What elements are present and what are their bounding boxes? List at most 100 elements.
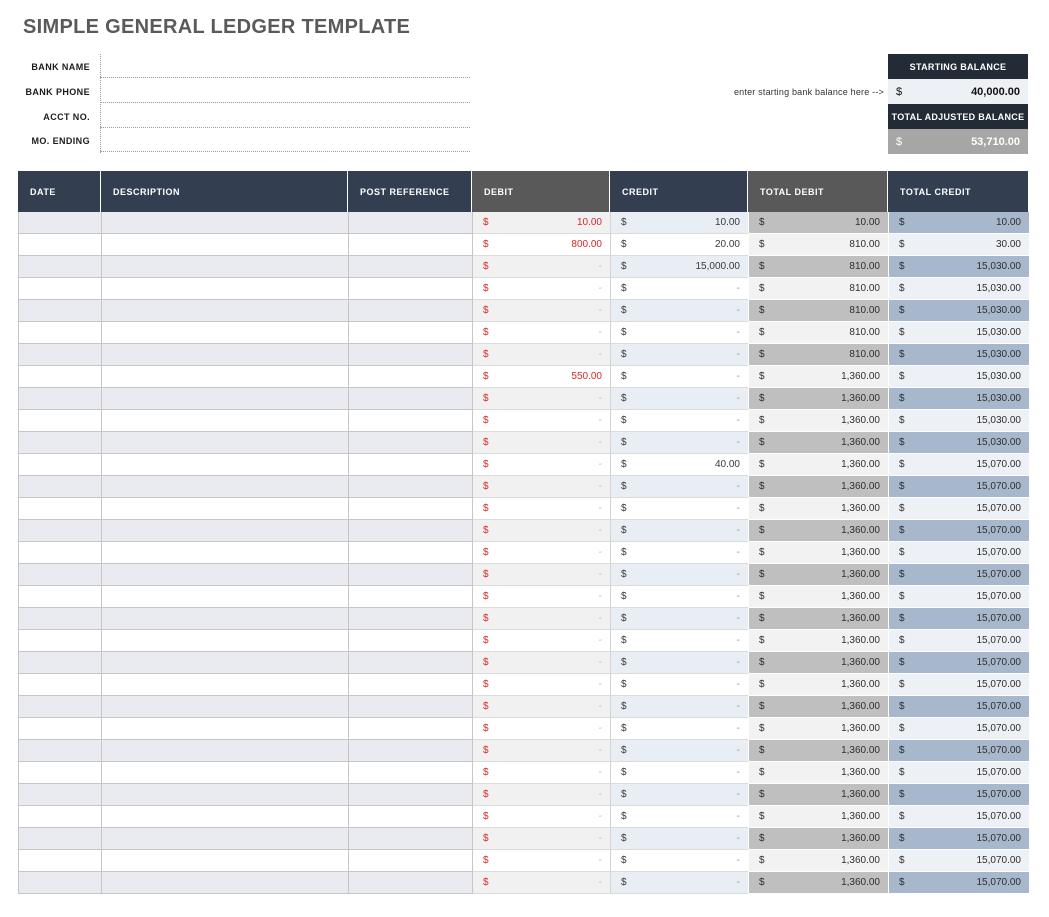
starting-balance-value[interactable]: $ 40,000.00 (888, 79, 1028, 104)
post-reference-cell[interactable] (349, 806, 473, 828)
post-reference-cell[interactable] (349, 388, 473, 410)
description-cell[interactable] (102, 344, 349, 366)
credit-cell[interactable]: $ - (611, 872, 749, 894)
post-reference-cell[interactable] (349, 542, 473, 564)
date-cell[interactable] (19, 762, 102, 784)
description-cell[interactable] (102, 300, 349, 322)
date-cell[interactable] (19, 432, 102, 454)
date-cell[interactable] (19, 388, 102, 410)
post-reference-cell[interactable] (349, 652, 473, 674)
credit-cell[interactable]: $ - (611, 850, 749, 872)
debit-cell[interactable]: $ - (473, 784, 611, 806)
post-reference-cell[interactable] (349, 696, 473, 718)
credit-cell[interactable]: $ - (611, 806, 749, 828)
date-cell[interactable] (19, 696, 102, 718)
debit-cell[interactable]: $ 800.00 (473, 234, 611, 256)
post-reference-cell[interactable] (349, 344, 473, 366)
debit-cell[interactable]: $ - (473, 696, 611, 718)
debit-cell[interactable]: $ - (473, 454, 611, 476)
description-cell[interactable] (102, 388, 349, 410)
credit-cell[interactable]: $ - (611, 828, 749, 850)
description-cell[interactable] (102, 740, 349, 762)
post-reference-cell[interactable] (349, 762, 473, 784)
debit-cell[interactable]: $ - (473, 674, 611, 696)
description-cell[interactable] (102, 630, 349, 652)
post-reference-cell[interactable] (349, 322, 473, 344)
post-reference-cell[interactable] (349, 234, 473, 256)
date-cell[interactable] (19, 608, 102, 630)
credit-cell[interactable]: $ - (611, 476, 749, 498)
description-cell[interactable] (102, 872, 349, 894)
date-cell[interactable] (19, 828, 102, 850)
description-cell[interactable] (102, 322, 349, 344)
debit-cell[interactable]: $ - (473, 476, 611, 498)
date-cell[interactable] (19, 454, 102, 476)
post-reference-cell[interactable] (349, 850, 473, 872)
post-reference-cell[interactable] (349, 300, 473, 322)
description-cell[interactable] (102, 850, 349, 872)
post-reference-cell[interactable] (349, 498, 473, 520)
credit-cell[interactable]: $ - (611, 410, 749, 432)
date-cell[interactable] (19, 674, 102, 696)
post-reference-cell[interactable] (349, 520, 473, 542)
credit-cell[interactable]: $ - (611, 278, 749, 300)
credit-cell[interactable]: $ - (611, 542, 749, 564)
post-reference-cell[interactable] (349, 256, 473, 278)
description-cell[interactable] (102, 278, 349, 300)
post-reference-cell[interactable] (349, 476, 473, 498)
date-cell[interactable] (19, 586, 102, 608)
credit-cell[interactable]: $ 40.00 (611, 454, 749, 476)
description-cell[interactable] (102, 696, 349, 718)
description-cell[interactable] (102, 608, 349, 630)
credit-cell[interactable]: $ - (611, 322, 749, 344)
debit-cell[interactable]: $ - (473, 256, 611, 278)
post-reference-cell[interactable] (349, 872, 473, 894)
credit-cell[interactable]: $ - (611, 740, 749, 762)
credit-cell[interactable]: $ - (611, 432, 749, 454)
date-cell[interactable] (19, 234, 102, 256)
debit-cell[interactable]: $ - (473, 828, 611, 850)
description-cell[interactable] (102, 806, 349, 828)
credit-cell[interactable]: $ - (611, 388, 749, 410)
date-cell[interactable] (19, 476, 102, 498)
debit-cell[interactable]: $ - (473, 564, 611, 586)
post-reference-cell[interactable] (349, 784, 473, 806)
credit-cell[interactable]: $ - (611, 586, 749, 608)
post-reference-cell[interactable] (349, 278, 473, 300)
date-cell[interactable] (19, 564, 102, 586)
credit-cell[interactable]: $ - (611, 674, 749, 696)
debit-cell[interactable]: $ - (473, 300, 611, 322)
credit-cell[interactable]: $ - (611, 300, 749, 322)
description-cell[interactable] (102, 784, 349, 806)
description-cell[interactable] (102, 366, 349, 388)
credit-cell[interactable]: $ - (611, 608, 749, 630)
date-cell[interactable] (19, 630, 102, 652)
credit-cell[interactable]: $ - (611, 630, 749, 652)
credit-cell[interactable]: $ - (611, 652, 749, 674)
post-reference-cell[interactable] (349, 674, 473, 696)
date-cell[interactable] (19, 542, 102, 564)
description-cell[interactable] (102, 828, 349, 850)
credit-cell[interactable]: $ 10.00 (611, 212, 749, 234)
date-cell[interactable] (19, 806, 102, 828)
description-cell[interactable] (102, 542, 349, 564)
date-cell[interactable] (19, 520, 102, 542)
debit-cell[interactable]: $ - (473, 410, 611, 432)
description-cell[interactable] (102, 256, 349, 278)
debit-cell[interactable]: $ - (473, 322, 611, 344)
description-cell[interactable] (102, 454, 349, 476)
credit-cell[interactable]: $ - (611, 718, 749, 740)
post-reference-cell[interactable] (349, 718, 473, 740)
date-cell[interactable] (19, 300, 102, 322)
description-cell[interactable] (102, 234, 349, 256)
date-cell[interactable] (19, 784, 102, 806)
credit-cell[interactable]: $ - (611, 784, 749, 806)
debit-cell[interactable]: $ 550.00 (473, 366, 611, 388)
debit-cell[interactable]: $ - (473, 630, 611, 652)
description-cell[interactable] (102, 476, 349, 498)
post-reference-cell[interactable] (349, 410, 473, 432)
description-cell[interactable] (102, 520, 349, 542)
credit-cell[interactable]: $ - (611, 344, 749, 366)
post-reference-cell[interactable] (349, 630, 473, 652)
debit-cell[interactable]: $ - (473, 520, 611, 542)
